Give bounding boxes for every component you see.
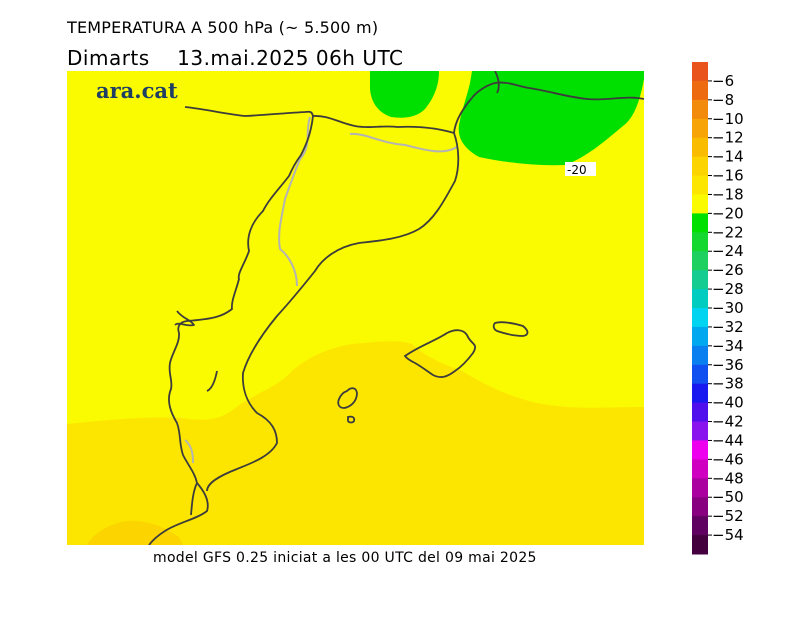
legend-label: −50 <box>712 488 744 506</box>
legend-swatch <box>692 194 708 214</box>
border-line <box>278 116 458 287</box>
legend-label: −36 <box>712 356 744 374</box>
contour-label-text: -20 <box>567 163 587 177</box>
legend-label: −40 <box>712 394 744 412</box>
island-menorca <box>492 321 529 337</box>
legend-swatch <box>692 440 708 460</box>
legend-swatch <box>692 459 708 479</box>
ara-cat-logo: ara.cat <box>96 78 178 103</box>
legend-swatch <box>692 364 708 385</box>
island-formentera <box>347 415 356 424</box>
legend-swatch <box>692 118 708 139</box>
legend-swatch <box>692 251 708 271</box>
legend-label: −38 <box>712 375 744 393</box>
island-mallorca <box>403 329 477 378</box>
coastline <box>148 71 644 545</box>
legend-swatch <box>692 137 708 158</box>
legend-label: −48 <box>712 469 744 487</box>
island-eivissa <box>337 387 358 409</box>
band-minus18-minus16 <box>67 341 644 545</box>
legend-swatch <box>692 478 708 498</box>
legend-label: −52 <box>712 507 744 525</box>
legend-swatch <box>692 345 708 366</box>
legend-label: −8 <box>712 91 734 109</box>
legend-label: −34 <box>712 337 744 355</box>
band-minus22-minus20-north <box>370 71 439 118</box>
legend-swatch <box>692 80 708 101</box>
legend-label: −10 <box>712 110 744 128</box>
legend-swatch <box>692 289 708 309</box>
legend-label: −46 <box>712 450 744 468</box>
legend-label: −12 <box>712 129 744 147</box>
legend-swatch <box>692 99 708 120</box>
legend-swatch <box>692 497 708 517</box>
band-minus22-minus20-northeast <box>458 71 644 166</box>
legend-label: −16 <box>712 167 744 185</box>
legend-swatch <box>692 232 708 252</box>
legend-swatch <box>692 308 708 328</box>
legend-label: −24 <box>712 242 744 260</box>
legend-swatch <box>692 516 708 536</box>
legend-label: −32 <box>712 318 744 336</box>
legend-swatch <box>692 175 708 195</box>
legend-label: −18 <box>712 185 744 203</box>
model-footer: model GFS 0.25 iniciat a les 00 UTC del … <box>153 550 537 566</box>
legend-label: −6 <box>712 72 734 90</box>
legend-swatch <box>692 62 708 82</box>
legend-swatch <box>692 402 708 423</box>
legend-label: −54 <box>712 526 744 544</box>
legend-swatch <box>692 421 708 441</box>
forecast-day: Dimarts <box>67 46 150 70</box>
legend-label: −42 <box>712 413 744 431</box>
band-minus16-minus14 <box>87 520 183 545</box>
legend-label: −14 <box>712 148 744 166</box>
legend-swatch <box>692 535 708 555</box>
legend-swatch <box>692 156 708 177</box>
forecast-time: Dimarts 13.mai.2025 06h UTC <box>67 46 403 70</box>
legend-swatch <box>692 326 708 347</box>
legend-label: −20 <box>712 204 744 222</box>
chart-title: TEMPERATURA A 500 hPa (~ 5.500 m) <box>67 18 379 37</box>
border-line-south <box>184 439 194 464</box>
legend-label: −44 <box>712 431 744 449</box>
legend-label: −26 <box>712 261 744 279</box>
legend-swatch <box>692 213 708 233</box>
color-legend: −6−8−10−12−14−16−18−20−22−24−26−28−30−32… <box>692 62 744 555</box>
legend-swatch <box>692 270 708 290</box>
legend-label: −22 <box>712 223 744 241</box>
legend-label: −30 <box>712 299 744 317</box>
contour-label: -20 <box>565 162 596 177</box>
temperature-map: -20 <box>67 71 644 545</box>
forecast-datetime: 13.mai.2025 06h UTC <box>177 46 404 70</box>
legend-swatch <box>692 383 708 404</box>
legend-label: −28 <box>712 280 744 298</box>
